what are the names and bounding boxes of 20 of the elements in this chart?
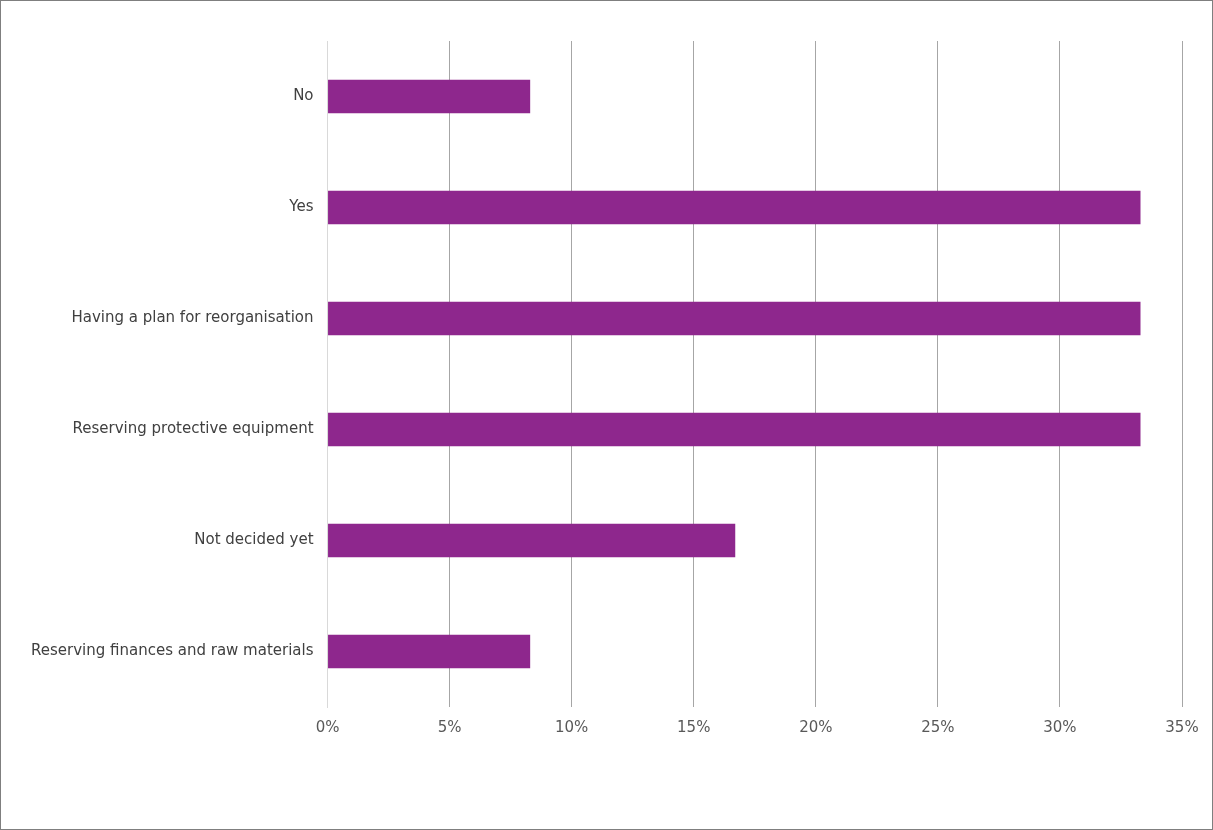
x-tick-label: 30% xyxy=(1043,717,1077,736)
x-tick-label: 20% xyxy=(799,717,833,736)
bar xyxy=(328,301,1141,336)
bar xyxy=(328,412,1141,447)
bar xyxy=(328,523,736,558)
bar xyxy=(328,79,531,114)
y-tick-label: Yes xyxy=(288,197,314,216)
y-tick-label: Reserving finances and raw materials xyxy=(31,641,314,660)
y-tick-label: Reserving protective equipment xyxy=(72,419,314,438)
x-tick-label: 35% xyxy=(1165,717,1199,736)
bar xyxy=(328,634,531,669)
y-tick-label: Having a plan for reorganisation xyxy=(71,308,314,327)
x-tick-label: 15% xyxy=(677,717,711,736)
x-tick-label: 10% xyxy=(555,717,589,736)
y-tick-label: No xyxy=(293,86,314,105)
x-tick-label: 0% xyxy=(315,717,340,736)
y-tick-label: Not decided yet xyxy=(194,530,314,549)
x-tick-label: 5% xyxy=(437,717,462,736)
x-tick-label: 25% xyxy=(921,717,955,736)
bar xyxy=(328,190,1141,225)
